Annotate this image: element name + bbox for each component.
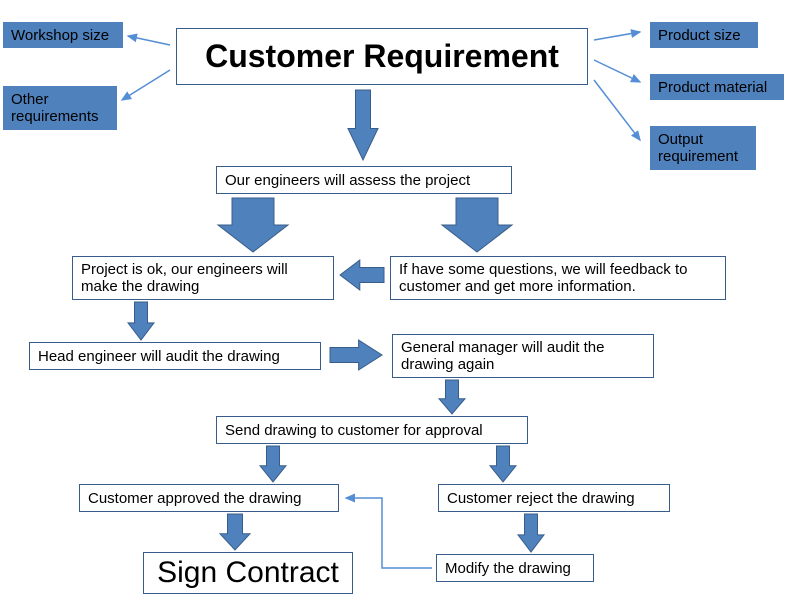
gm-audit-box: General manager will audit the drawing a… <box>392 334 654 378</box>
product-material-box: Product material <box>650 74 784 100</box>
gm-audit-label: General manager will audit the drawing a… <box>401 339 645 373</box>
customer-requirement-label: Customer Requirement <box>205 38 559 75</box>
sign-contract-label: Sign Contract <box>157 556 339 590</box>
if-questions-label: If have some questions, we will feedback… <box>399 261 717 295</box>
modify-label: Modify the drawing <box>445 560 571 577</box>
assess-box: Our engineers will assess the project <box>216 166 512 194</box>
head-engineer-box: Head engineer will audit the drawing <box>29 342 321 370</box>
approved-label: Customer approved the drawing <box>88 490 301 507</box>
sign-contract-box: Sign Contract <box>143 552 353 594</box>
reject-box: Customer reject the drawing <box>438 484 670 512</box>
project-ok-box: Project is ok, our engineers will make t… <box>72 256 334 300</box>
project-ok-label: Project is ok, our engineers will make t… <box>81 261 325 295</box>
product-material-label: Product material <box>658 79 767 96</box>
assess-label: Our engineers will assess the project <box>225 172 470 189</box>
reject-label: Customer reject the drawing <box>447 490 635 507</box>
output-req-label: Output requirement <box>658 131 748 165</box>
approved-box: Customer approved the drawing <box>79 484 339 512</box>
output-req-box: Output requirement <box>650 126 756 170</box>
modify-box: Modify the drawing <box>436 554 594 582</box>
send-drawing-box: Send drawing to customer for approval <box>216 416 528 444</box>
workshop-size-box: Workshop size <box>3 22 123 48</box>
product-size-label: Product size <box>658 27 741 44</box>
workshop-size-label: Workshop size <box>11 27 109 44</box>
head-engineer-label: Head engineer will audit the drawing <box>38 348 280 365</box>
other-req-box: Other requirements <box>3 86 117 130</box>
other-req-label: Other requirements <box>11 91 109 125</box>
customer-requirement-box: Customer Requirement <box>176 28 588 85</box>
product-size-box: Product size <box>650 22 758 48</box>
send-drawing-label: Send drawing to customer for approval <box>225 422 483 439</box>
if-questions-box: If have some questions, we will feedback… <box>390 256 726 300</box>
